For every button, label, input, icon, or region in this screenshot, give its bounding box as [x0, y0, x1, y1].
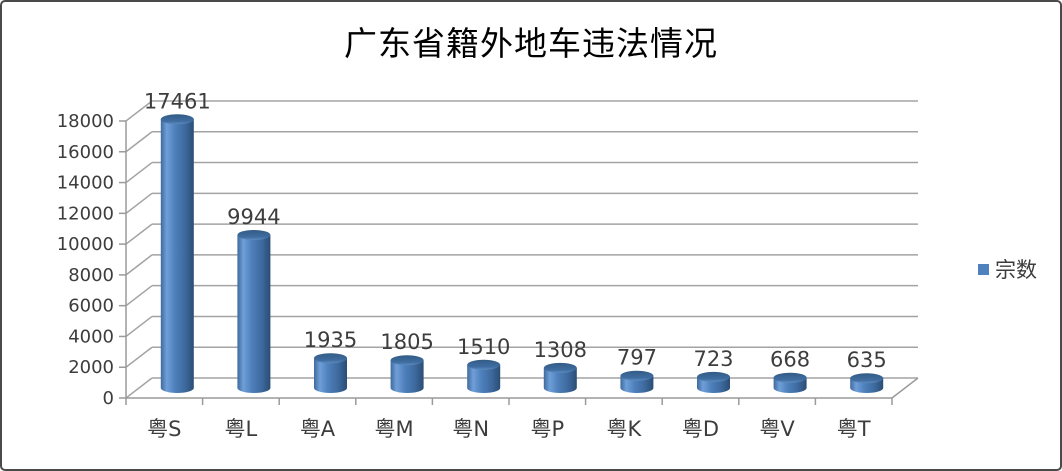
cylinder-top [160, 114, 194, 125]
cylinder-top [390, 355, 424, 366]
y-axis-label: 6000 [68, 296, 114, 317]
cylinder-bar [697, 371, 730, 394]
chart-title: 广东省籍外地车违法情况 [344, 24, 718, 63]
x-axis-label: 粤L [225, 417, 258, 441]
legend-series-label: 宗数 [995, 259, 1037, 282]
cylinder-bar [237, 229, 271, 394]
data-label: 9944 [227, 205, 280, 229]
x-axis-label: 粤A [300, 417, 336, 441]
cylinder-top [314, 353, 347, 364]
cylinder-bar [467, 359, 501, 394]
data-label: 1805 [380, 330, 433, 354]
data-label: 668 [770, 348, 810, 372]
y-axis-label: 0 [103, 388, 114, 409]
cylinder-bar [543, 362, 577, 394]
cylinder-bar [160, 114, 194, 394]
data-label: 797 [617, 346, 657, 370]
x-axis-label: 粤M [375, 417, 414, 441]
gridline-depth [125, 346, 153, 368]
y-axis-label: 2000 [68, 357, 114, 378]
cylinder-body [543, 367, 577, 394]
cylinder-body [390, 360, 424, 394]
data-label: 635 [847, 348, 887, 372]
cylinder-bar [620, 370, 654, 394]
y-axis-label: 8000 [68, 265, 114, 286]
gridline-depth [125, 223, 153, 245]
cylinder-top [697, 371, 730, 382]
gridline-depth [125, 100, 153, 122]
cylinder-body [237, 234, 271, 394]
x-axis-label: 粤T [837, 417, 871, 441]
gridline-depth [125, 285, 153, 307]
cylinder-top [237, 229, 271, 240]
y-axis-label: 16000 [57, 142, 114, 163]
cylinder-top [467, 359, 501, 370]
gridline-depth [125, 254, 153, 276]
cylinder-bar [390, 355, 424, 394]
cylinder-bar [850, 373, 884, 394]
x-axis-label: 粤N [452, 417, 489, 441]
gridline-depth [125, 131, 153, 153]
data-label: 1308 [534, 338, 587, 362]
legend-color-swatch [978, 263, 989, 275]
y-axis-label: 10000 [57, 234, 114, 255]
data-label: 723 [693, 347, 733, 371]
x-axis-label: 粤P [530, 417, 564, 441]
cylinder-body [467, 364, 501, 394]
gridline-depth [125, 161, 153, 184]
y-axis-label: 14000 [57, 173, 114, 194]
x-axis-label: 粤K [607, 417, 643, 441]
cylinder-top [543, 362, 577, 373]
y-axis-label: 18000 [57, 111, 114, 132]
x-axis-label: 粤V [759, 417, 795, 441]
floor-right-edge [891, 377, 919, 399]
y-axis-label: 4000 [68, 326, 114, 347]
cylinder-top [850, 373, 884, 384]
cylinder-bar [314, 353, 347, 394]
cylinder-top [620, 370, 654, 381]
data-label: 17461 [144, 89, 211, 113]
cylinder-bar [773, 372, 807, 394]
gridline-depth [125, 315, 153, 338]
x-axis-label: 粤D [682, 417, 719, 441]
data-label: 1935 [304, 328, 357, 352]
cylinder-body [160, 119, 194, 394]
data-label: 1510 [457, 335, 510, 359]
legend: 宗数 [978, 254, 1037, 284]
cylinder-top [773, 372, 807, 383]
gridline-depth [125, 192, 153, 214]
cylinder-body [314, 358, 347, 394]
gridline-depth [125, 377, 153, 399]
y-axis-label: 12000 [57, 203, 114, 224]
x-axis-label: 粤S [147, 417, 181, 441]
